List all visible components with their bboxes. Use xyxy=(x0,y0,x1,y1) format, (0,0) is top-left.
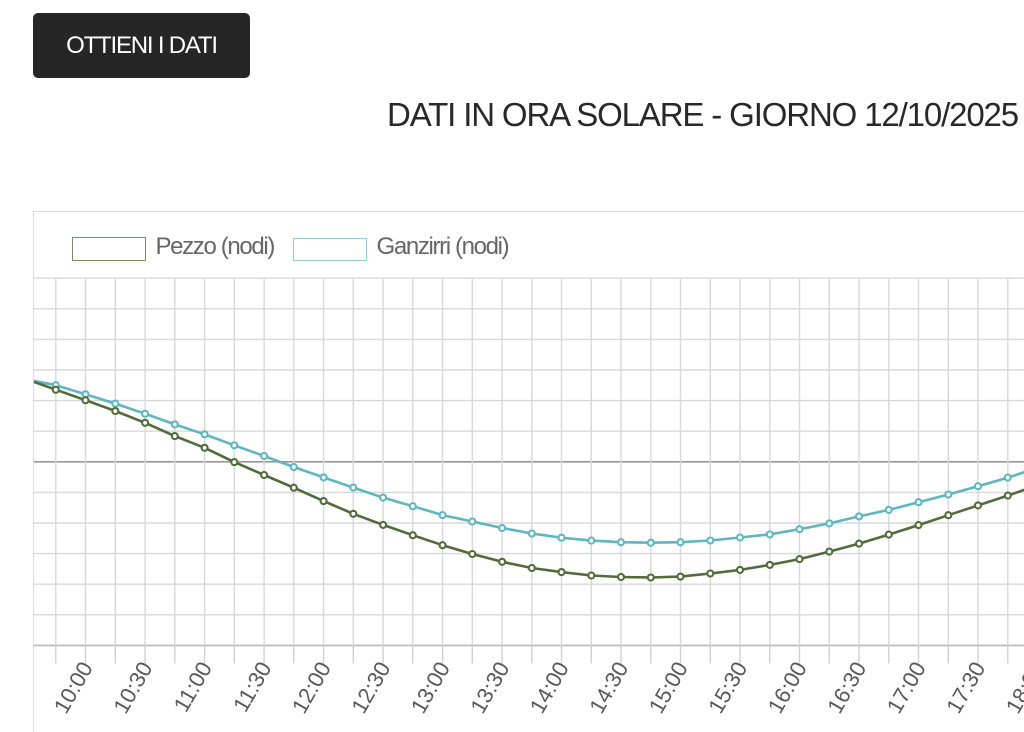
svg-text:15:00: 15:00 xyxy=(644,657,693,717)
svg-text:16:30: 16:30 xyxy=(822,657,871,717)
svg-text:17:00: 17:00 xyxy=(882,657,931,717)
svg-text:11:30: 11:30 xyxy=(228,657,276,716)
svg-text:11:00: 11:00 xyxy=(169,657,217,716)
svg-text:10:30: 10:30 xyxy=(108,657,157,717)
svg-text:14:30: 14:30 xyxy=(584,657,633,717)
svg-text:14:00: 14:00 xyxy=(525,657,574,717)
svg-text:15:30: 15:30 xyxy=(703,657,752,717)
svg-text:12:30: 12:30 xyxy=(346,657,395,717)
svg-text:18:00: 18:00 xyxy=(1001,657,1024,717)
svg-text:13:00: 13:00 xyxy=(406,657,455,717)
svg-text:10:00: 10:00 xyxy=(49,657,98,717)
svg-text:17:30: 17:30 xyxy=(941,657,990,717)
svg-text:12:00: 12:00 xyxy=(287,657,336,717)
svg-text:16:00: 16:00 xyxy=(763,657,812,717)
svg-text:13:30: 13:30 xyxy=(465,657,514,717)
